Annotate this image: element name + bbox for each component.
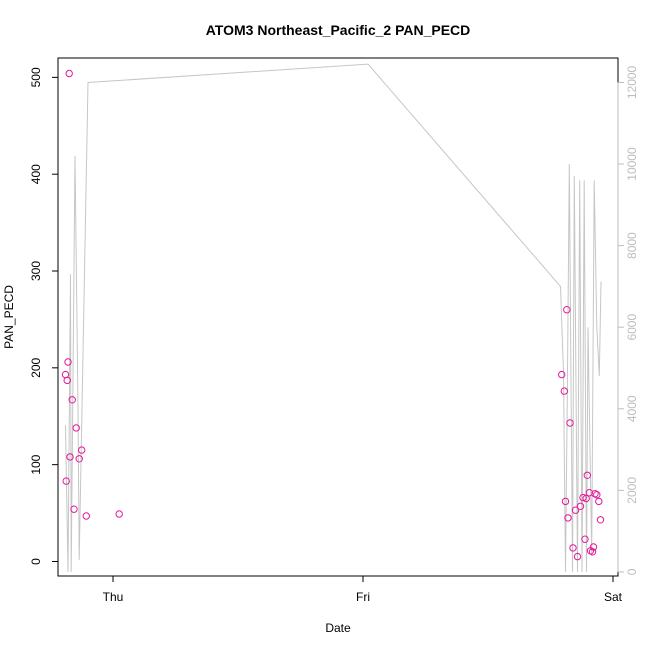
y-right-tick-label: 10000	[625, 147, 639, 181]
y-tick-label: 500	[29, 67, 43, 87]
data-point	[563, 306, 571, 314]
y-tick-label: 0	[29, 558, 43, 565]
x-tick-label: Fri	[356, 590, 370, 604]
data-point	[62, 477, 70, 485]
data-point	[595, 497, 603, 506]
data-point	[585, 489, 593, 497]
data-point	[589, 543, 598, 551]
plot-area	[57, 57, 619, 577]
chart-title: ATOM3 Northeast_Pacific_2 PAN_PECD	[206, 22, 471, 38]
data-point	[596, 516, 605, 524]
data-point	[82, 512, 91, 520]
data-point	[591, 490, 599, 498]
series-line	[65, 63, 602, 572]
data-point	[560, 387, 568, 395]
y-tick-label: 100	[29, 454, 43, 474]
y-tick-label: 400	[29, 164, 43, 184]
data-point	[593, 491, 601, 499]
y-right-tick-label: 0	[625, 568, 639, 575]
data-point	[564, 514, 572, 522]
data-point	[571, 506, 580, 514]
y-tick-label: 300	[29, 261, 43, 281]
y-right-tick-label: 4000	[625, 395, 639, 422]
y-right-tick-label: 12000	[625, 65, 639, 99]
data-point	[63, 376, 71, 385]
x-tick-label: Thu	[103, 590, 124, 604]
data-point	[569, 544, 577, 552]
data-point	[65, 69, 73, 78]
x-axis-label: Date	[325, 621, 351, 635]
data-point	[561, 497, 570, 506]
x-tick-label: Sat	[604, 590, 623, 604]
data-point	[78, 446, 86, 454]
data-point	[72, 424, 80, 432]
data-point	[558, 370, 566, 379]
data-point	[582, 494, 590, 503]
x-axis: Thu Fri Sat	[103, 576, 623, 604]
data-point	[576, 502, 585, 510]
data-point	[64, 358, 72, 366]
series-layer	[61, 63, 605, 572]
data-point	[566, 419, 574, 427]
data-point	[68, 396, 76, 404]
y-right-tick-label: 8000	[625, 232, 639, 259]
y-tick-label: 200	[29, 357, 43, 377]
data-point	[115, 510, 123, 518]
data-point	[66, 453, 74, 461]
y-axis-label: PAN_PECD	[2, 285, 16, 349]
data-point	[581, 535, 589, 543]
data-point	[75, 455, 83, 463]
data-point	[70, 505, 78, 513]
y-right-tick-label: 2000	[625, 477, 639, 504]
data-point	[573, 552, 582, 561]
y-right-tick-label: 6000	[625, 314, 639, 341]
data-point	[583, 471, 591, 479]
y-axis-right: 0 2000 4000 6000 8000 10000 12000	[617, 65, 639, 575]
data-point	[588, 548, 597, 556]
data-point	[579, 493, 587, 502]
y-axis-left: 0 100 200 300 400 500	[29, 67, 58, 565]
